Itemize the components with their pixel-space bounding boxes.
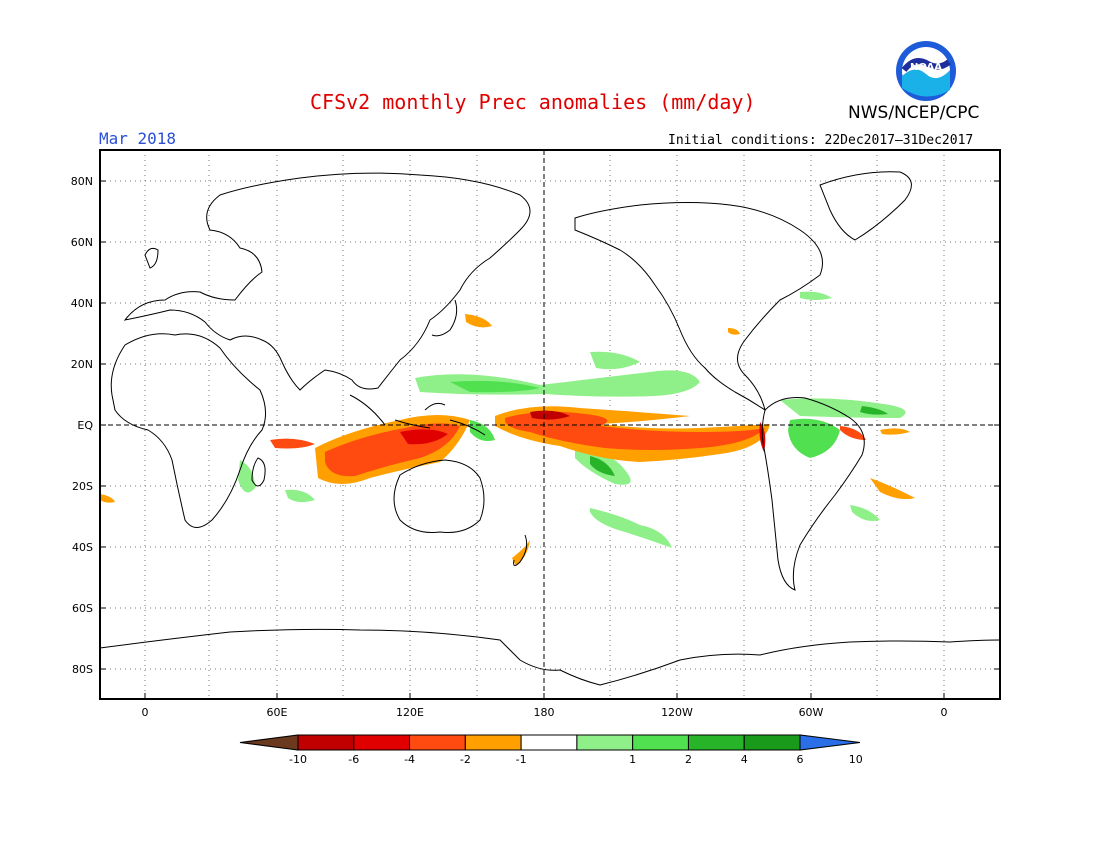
coastline-north-america (574, 202, 823, 412)
colorbar-swatch (409, 734, 466, 751)
wet-anomalies (238, 291, 906, 548)
wet-anomaly-north-pacific-core (450, 380, 540, 393)
wet-anomaly-south-atlantic (850, 505, 880, 521)
dry-anomaly-brazil-coast (840, 426, 866, 440)
lon-label: 0 (941, 706, 948, 719)
wet-anomaly-indian-ocean (285, 489, 315, 503)
colorbar-label: 6 (797, 753, 804, 766)
coastline-south-america (761, 397, 865, 591)
lat-label: EQ (77, 419, 93, 432)
lat-label: 60N (71, 236, 93, 249)
colorbar-label: 1 (629, 753, 636, 766)
coastline-uk (144, 247, 159, 269)
lat-label: 20S (72, 480, 93, 493)
coastline-new-zealand (513, 534, 528, 566)
colorbar-swatch (576, 734, 634, 751)
organization-label: NWS/NCEP/CPC (848, 103, 980, 123)
coastline-japan (431, 299, 458, 337)
colorbar-label: -6 (348, 753, 359, 766)
dry-anomaly-equatorial-pacific-core (505, 411, 765, 450)
wet-anomaly-atlantic-core (860, 406, 888, 415)
wet-anomaly-north-atlantic (800, 291, 832, 300)
colorbar-label: 4 (741, 753, 748, 766)
dry-anomaly-south-atlantic (870, 478, 915, 500)
dry-anomaly-equatorial-pacific-strong (530, 410, 570, 420)
wet-anomaly-east-africa (238, 460, 255, 493)
coastline-antarctica (99, 628, 1001, 686)
colorbar-label: -1 (516, 753, 527, 766)
lat-label: 60S (72, 602, 93, 615)
colorbar-swatch (297, 734, 355, 751)
dry-anomalies (100, 314, 915, 566)
colorbar-swatch (520, 734, 578, 751)
lat-label: 80N (71, 175, 93, 188)
coastline-africa (110, 333, 266, 528)
colorbar-label: 2 (685, 753, 692, 766)
lat-lon-grid (100, 150, 1000, 699)
dry-anomaly-indian-ocean (270, 438, 315, 449)
coastlines (99, 171, 1001, 686)
dry-anomaly-japan (465, 314, 492, 328)
wet-anomaly-central-pacific (590, 351, 640, 370)
lon-label: 60W (799, 706, 824, 719)
colorbar-swatch (353, 734, 411, 751)
lon-label: 180 (534, 706, 555, 719)
wet-anomaly-south-pacific-core (590, 456, 615, 476)
colorbar-label: 10 (849, 753, 863, 766)
colorbar-label: -2 (460, 753, 471, 766)
lon-axis (144, 693, 945, 699)
wet-anomaly-amazon (788, 418, 840, 458)
lon-label: 0 (142, 706, 149, 719)
colorbar-swatch (464, 734, 522, 751)
coastline-indonesia (349, 394, 486, 436)
wet-anomaly-south-pacific-tail (590, 508, 672, 548)
colorbar-swatch (687, 734, 745, 751)
colorbar-triangle-low (239, 734, 299, 751)
dry-anomaly-atlantic-east (880, 428, 910, 435)
colorbar-swatch (743, 734, 801, 751)
lat-label: 20N (71, 358, 93, 371)
coastline-madagascar (251, 457, 266, 487)
logo-text: NOAA (910, 62, 942, 73)
colorbar-label: -4 (404, 753, 415, 766)
chart-title: CFSv2 monthly Prec anomalies (mm/day) (310, 90, 756, 114)
colorbar: -10 -6 -4 -2 -1 1 2 4 6 10 (239, 734, 863, 766)
colorbar-swatch (632, 734, 689, 751)
initial-conditions: Initial conditions: 22Dec2017–31Dec2017 (668, 133, 974, 148)
lat-label: 80S (72, 663, 93, 676)
lon-label: 60E (267, 706, 288, 719)
colorbar-label: -10 (289, 753, 307, 766)
coastline-eurasia (123, 172, 531, 391)
coastline-australia (393, 459, 485, 533)
lat-label: 40S (72, 541, 93, 554)
dry-anomaly-new-zealand (512, 540, 530, 566)
dry-anomaly-north-atlantic (728, 328, 740, 335)
dry-anomaly-maritime-continent-strong (400, 429, 448, 445)
colorbar-triangle-high (799, 734, 861, 751)
lon-label: 120E (396, 706, 424, 719)
dry-anomaly-africa-west (100, 494, 115, 503)
coastline-greenland (819, 171, 912, 241)
lon-label: 120W (661, 706, 693, 719)
lat-axis (100, 180, 1000, 670)
noaa-logo: NOAA (896, 41, 956, 101)
forecast-month: Mar 2018 (99, 129, 177, 148)
lat-label: 40N (71, 297, 93, 310)
